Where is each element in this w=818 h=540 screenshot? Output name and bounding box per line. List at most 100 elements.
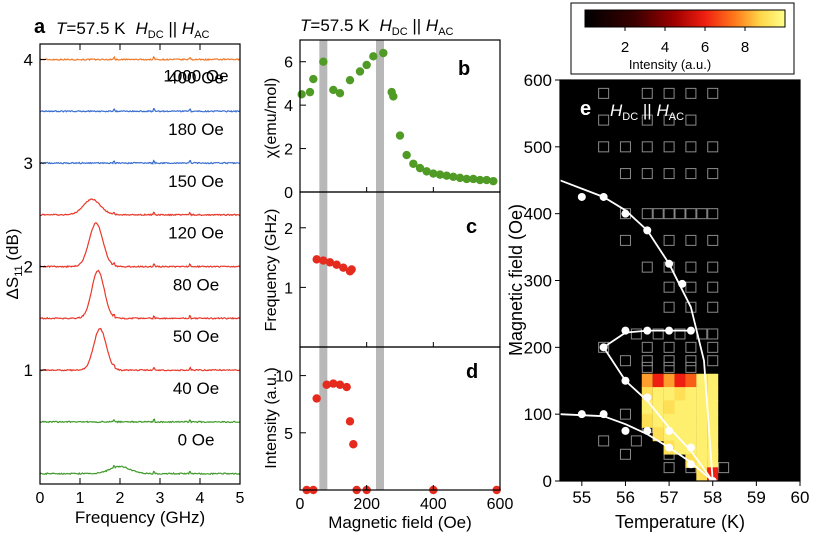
- data-point: [469, 174, 478, 184]
- transition-point: [621, 209, 630, 218]
- empty-cell: [641, 114, 653, 126]
- intensity-cell: [696, 373, 708, 388]
- transition-point: [621, 376, 630, 385]
- y-tick-label: 4: [24, 51, 33, 70]
- transition-point: [621, 426, 630, 435]
- data-point: [335, 380, 345, 389]
- empty-cell: [630, 435, 642, 447]
- trace-label: 400 Oe: [168, 68, 224, 87]
- phase-boundary-band: [319, 40, 328, 490]
- data-point: [349, 440, 358, 449]
- colorbar-label: Intensity (a.u.): [629, 57, 711, 72]
- empty-cell: [641, 261, 653, 273]
- trace-label: 50 Oe: [173, 327, 219, 346]
- data-point: [415, 163, 425, 173]
- y-tick-label: 6: [284, 55, 293, 72]
- intensity-cell: [652, 387, 664, 402]
- intensity-cell: [707, 400, 719, 415]
- empty-cell: [663, 361, 675, 373]
- colorbar: 2 4 6 8 Intensity (a.u.): [570, 2, 795, 75]
- data-point: [389, 92, 398, 101]
- x-tick-label: 1: [76, 490, 85, 507]
- y-tick-label: 200: [524, 338, 552, 357]
- y-tick-label: 0: [543, 472, 552, 491]
- trace-label: 80 Oe: [173, 275, 219, 294]
- x-tick-label: 400: [420, 496, 447, 513]
- panel-d-xlabel: Magnetic field (Oe): [328, 513, 472, 532]
- intensity-cell: [652, 373, 664, 388]
- spectrum-trace: [39, 269, 241, 320]
- panel-a-ylabel: ΔS11 (dB): [3, 229, 25, 300]
- panel-d-ylabel: Intensity (a.u.): [263, 367, 280, 468]
- empty-cell: [685, 234, 697, 246]
- empty-cell: [707, 168, 719, 180]
- y-tick-label: 2: [284, 142, 293, 159]
- empty-cell: [630, 328, 642, 340]
- x-tick-label: 0: [296, 496, 305, 513]
- empty-cell: [707, 234, 719, 246]
- data-point: [297, 90, 306, 99]
- data-point: [462, 174, 471, 184]
- empty-cell: [663, 87, 675, 99]
- x-tick-label: 2: [116, 490, 125, 507]
- empty-cell: [718, 462, 730, 474]
- panel-b-title: T=57.5 K HDC || HAC: [300, 16, 454, 38]
- data-point: [449, 172, 458, 181]
- data-point: [442, 171, 451, 180]
- y-tick-label: 2: [24, 258, 33, 277]
- intensity-cell: [652, 400, 664, 415]
- empty-cell: [707, 87, 719, 99]
- empty-cell: [663, 341, 675, 353]
- x-tick-label: 57: [660, 488, 679, 507]
- transition-point: [621, 326, 630, 335]
- intensity-cell: [674, 413, 686, 428]
- data-point: [335, 89, 345, 98]
- empty-cell: [663, 301, 675, 313]
- intensity-cell: [707, 387, 719, 402]
- panel-c-ylabel: Frequency (GHz): [263, 209, 280, 332]
- empty-cell: [685, 208, 697, 220]
- panel-d-points: [302, 379, 501, 495]
- intensity-cell: [696, 427, 708, 442]
- empty-cell: [707, 341, 719, 353]
- trace-label: 0 Oe: [178, 431, 215, 450]
- empty-cell: [652, 328, 664, 340]
- y-tick-label: 3: [24, 154, 33, 173]
- empty-cell: [641, 355, 653, 367]
- data-point: [309, 74, 318, 84]
- data-point: [355, 67, 365, 76]
- intensity-cell: [696, 387, 708, 402]
- empty-cell: [663, 234, 675, 246]
- panel-a-title: T=57.5 K HDC || HAC: [56, 19, 210, 41]
- spectrum-trace: [39, 55, 241, 62]
- intensity-cell: [674, 373, 686, 388]
- y-tick-label: 500: [524, 138, 552, 157]
- x-tick-label: 3: [156, 490, 165, 507]
- x-tick-label: 5: [236, 490, 245, 507]
- panel-a-frame: [39, 43, 241, 485]
- panel-a-ticks: 0 1 2 3 4 5 1 2 3 4: [24, 44, 245, 507]
- data-point: [342, 382, 351, 392]
- panel-bcd-bands: [319, 40, 384, 490]
- data-point: [362, 60, 371, 70]
- empty-cell: [663, 141, 675, 153]
- transition-point: [577, 192, 586, 201]
- panel-a-traces: [39, 55, 241, 476]
- spectrum-trace: [39, 221, 241, 269]
- panel-d-letter: d: [466, 361, 478, 383]
- y-tick-label: 0: [284, 185, 293, 202]
- x-tick-label: 0: [36, 490, 45, 507]
- trace-label: 150 Oe: [168, 172, 224, 191]
- intensity-cell: [674, 387, 686, 402]
- intensity-cell: [652, 413, 664, 428]
- panel-e-white-points: [577, 192, 717, 485]
- empty-cell: [674, 208, 686, 220]
- intensity-cell: [663, 373, 675, 388]
- trace-label: 40 Oe: [173, 379, 219, 398]
- empty-cell: [619, 448, 631, 460]
- intensity-cell: [707, 453, 719, 468]
- transition-point: [643, 326, 652, 335]
- panel-c-points: [312, 255, 356, 276]
- empty-cell: [619, 168, 631, 180]
- spectrum-trace: [39, 465, 241, 476]
